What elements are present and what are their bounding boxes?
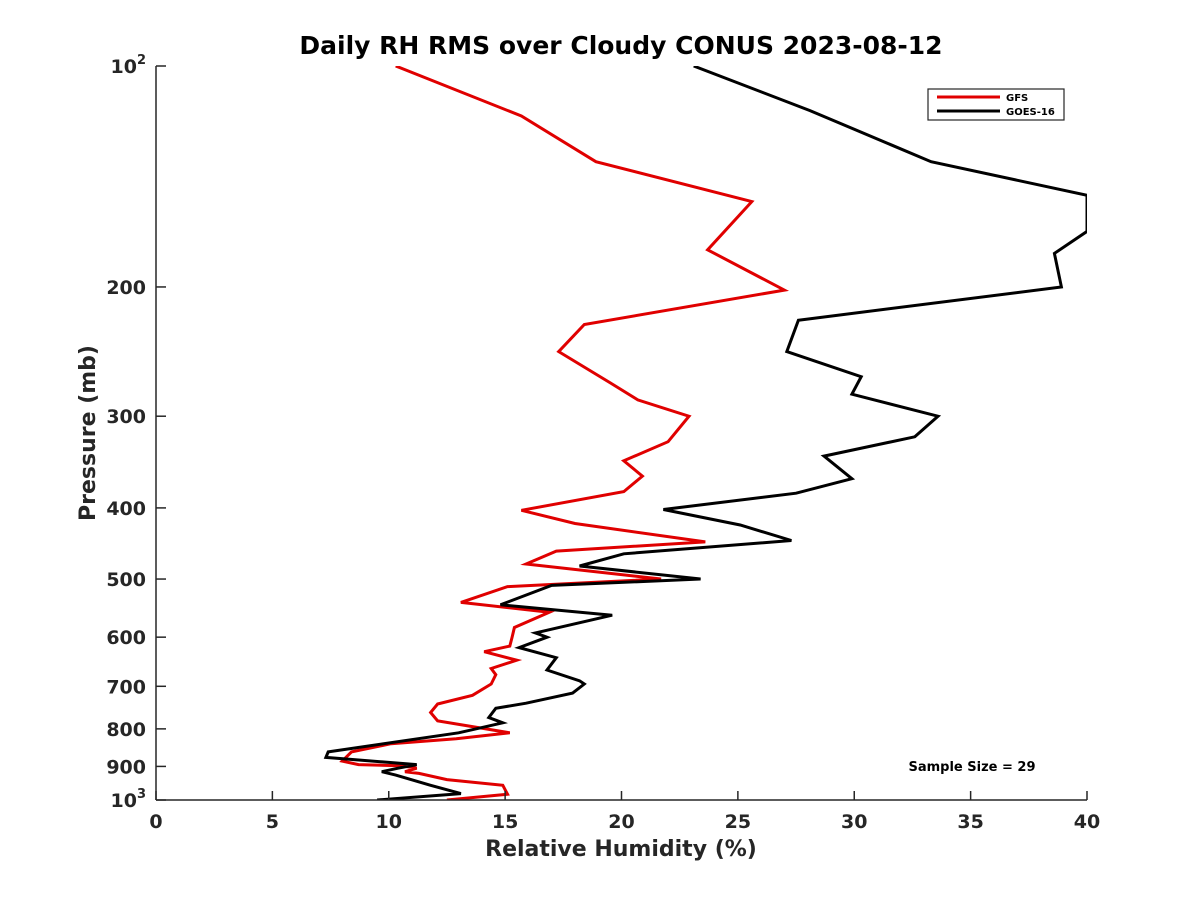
x-tick-label: 20: [608, 811, 634, 833]
y-tick-label: 600: [106, 627, 146, 649]
y-tick-label: 800: [106, 719, 146, 741]
legend-label-goes16: GOES-16: [1006, 107, 1055, 118]
chart-title: Daily RH RMS over Cloudy CONUS 2023-08-1…: [299, 31, 942, 60]
y-axis-label: Pressure (mb): [76, 345, 101, 521]
legend: GFS GOES-16: [927, 88, 1065, 121]
y-tick-label: 103: [111, 787, 147, 812]
series-line-gfs: [339, 66, 790, 800]
sample-size-annotation: Sample Size = 29: [908, 760, 1035, 775]
y-tick-label: 200: [106, 277, 146, 299]
legend-label-gfs: GFS: [1006, 93, 1028, 104]
y-tick-label: 500: [106, 569, 146, 591]
x-tick-label: 25: [725, 811, 751, 833]
series-layer: [323, 66, 1087, 800]
x-tick-label: 15: [492, 811, 518, 833]
legend-box: [927, 88, 1065, 121]
x-tick-label: 30: [841, 811, 867, 833]
x-tick-label: 40: [1074, 811, 1100, 833]
y-tick-label: 102: [111, 53, 147, 78]
y-tick-label: 700: [106, 676, 146, 698]
series-line-goes16: [323, 66, 1087, 800]
ticks-layer: 0 5 10 15 20 25 30 35 40 102 200 300 400 500 600 700 800…: [106, 53, 1100, 833]
y-tick-label: 300: [106, 406, 146, 428]
x-tick-label: 5: [266, 811, 279, 833]
x-tick-label: 10: [376, 811, 402, 833]
x-tick-label: 35: [957, 811, 983, 833]
x-tick-label: 0: [149, 811, 162, 833]
y-tick-label: 400: [106, 498, 146, 520]
axes-layer: [155, 66, 1087, 801]
y-tick-label: 900: [106, 756, 146, 778]
x-axis-label: Relative Humidity (%): [485, 837, 757, 862]
